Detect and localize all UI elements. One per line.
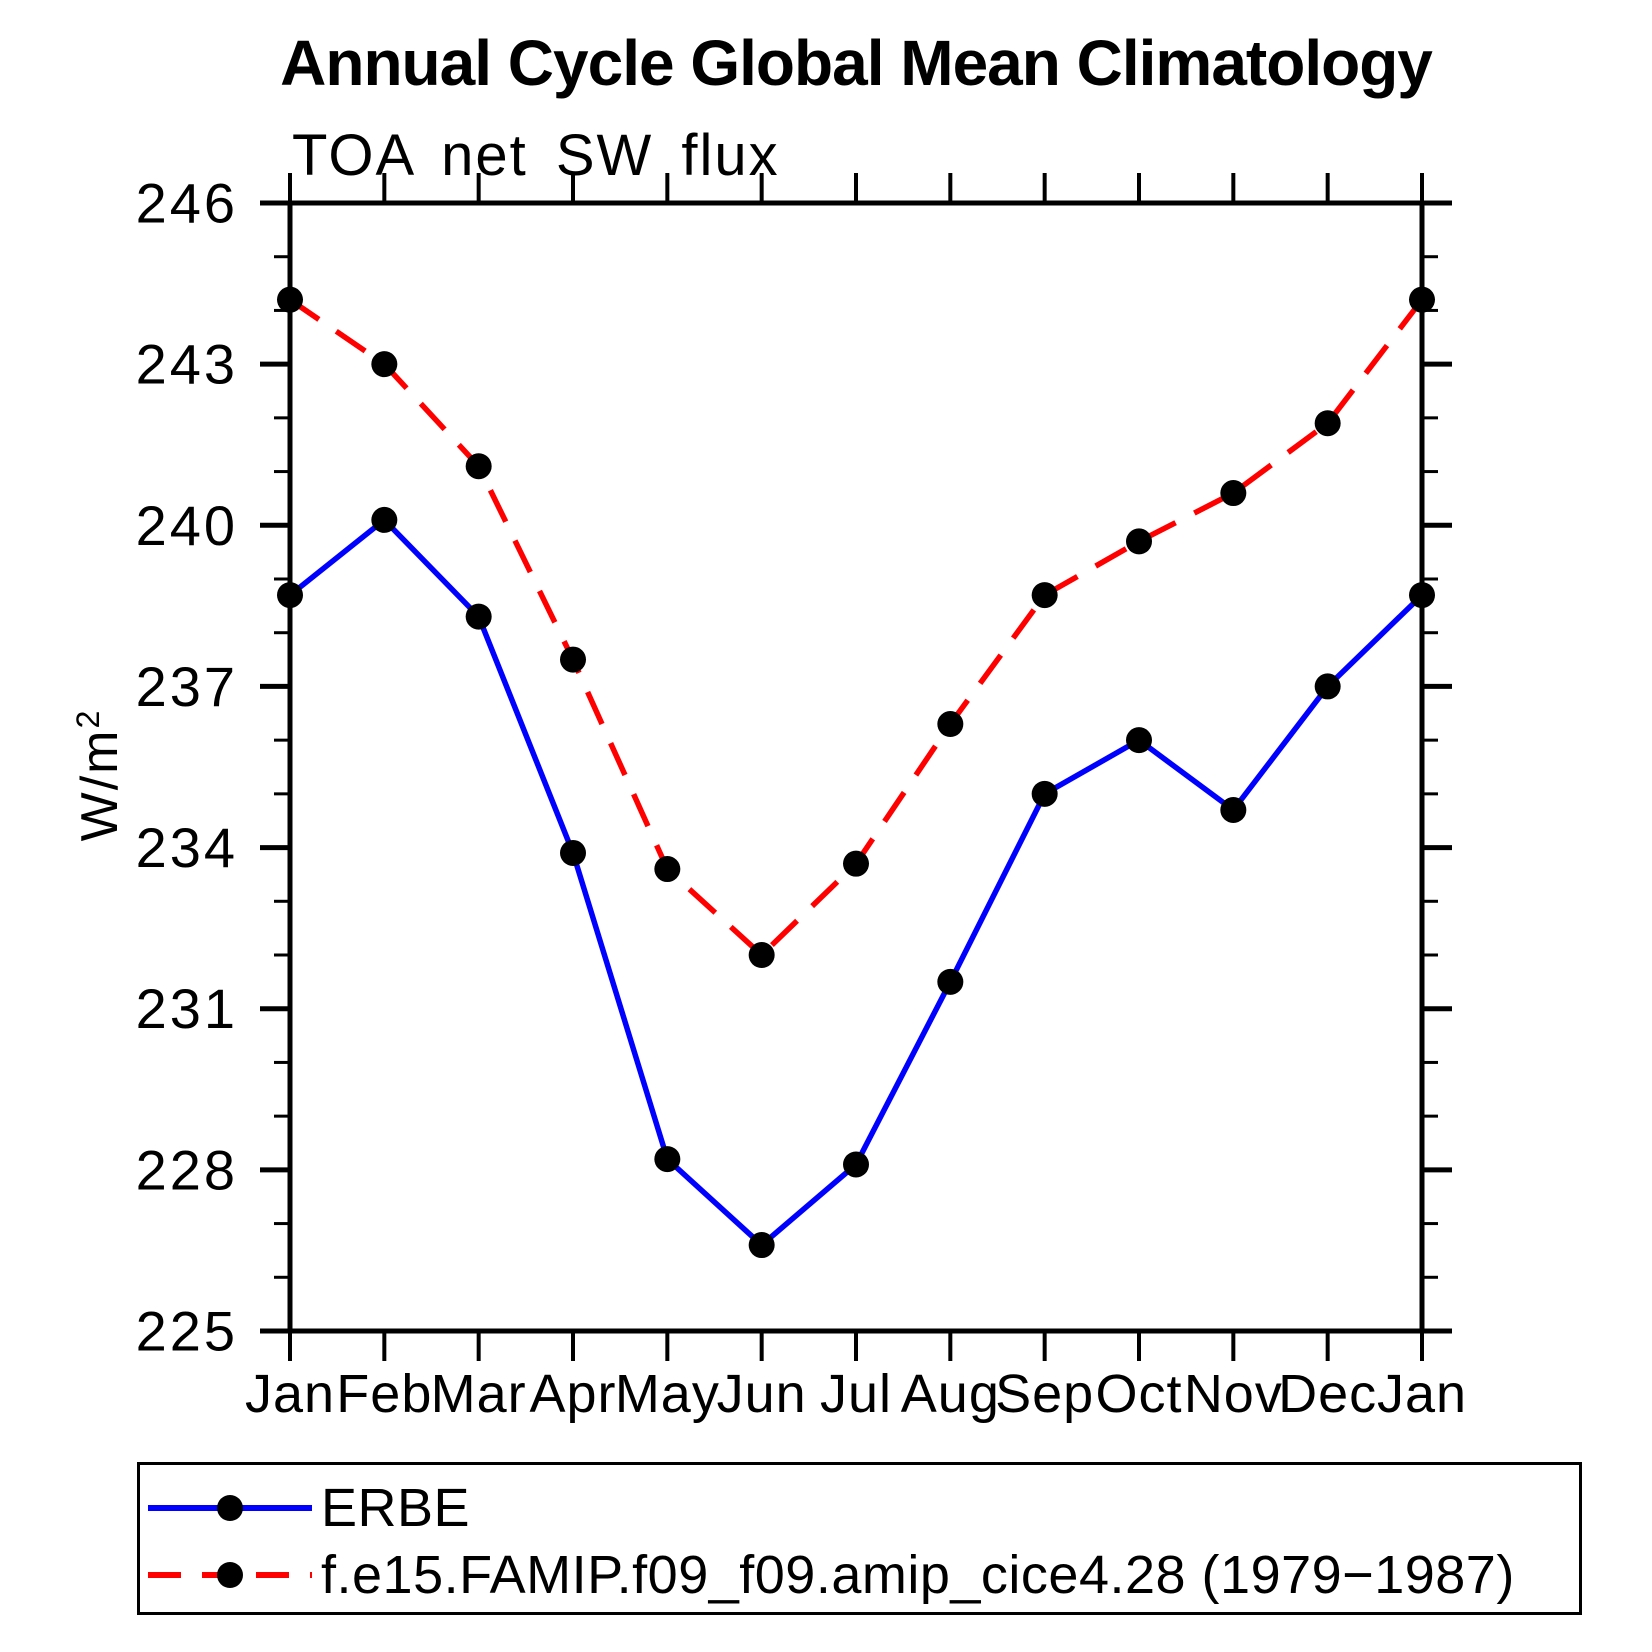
x-tick-label: Aug [901, 1364, 1000, 1424]
y-tick-label: 231 [136, 977, 238, 1040]
data-point-marker [371, 506, 398, 533]
x-tick-label: Jan [245, 1364, 335, 1424]
data-point-marker [1314, 673, 1341, 700]
data-point-marker [1031, 780, 1058, 807]
data-point-marker [465, 603, 492, 630]
legend-sample-model [148, 1562, 312, 1588]
data-point-marker [654, 1146, 681, 1173]
series-line-erbe [288, 516, 1424, 1249]
y-tick-label: 243 [136, 333, 238, 396]
x-tick-label: Apr [529, 1364, 616, 1424]
x-tick-label: Jun [717, 1364, 807, 1424]
data-point-marker [843, 850, 869, 877]
data-point-marker [1031, 582, 1058, 609]
legend-label-model: f.e15.FAMIP.f09_f09.amip_cice4.28 (1979−… [321, 1545, 1515, 1605]
legend-marker-dot [217, 1495, 243, 1521]
data-point-marker [1409, 582, 1435, 609]
legend-marker-dot [217, 1562, 243, 1588]
x-tick-label: Feb [336, 1364, 432, 1424]
chart-subtitle: TOA net SW flux [292, 123, 780, 188]
y-tick-label: 228 [136, 1138, 238, 1201]
data-point-marker [560, 646, 586, 673]
data-point-marker [1409, 286, 1435, 313]
data-point-marker [1314, 410, 1341, 437]
legend-sample-erbe [148, 1495, 312, 1521]
x-tick-label: Dec [1278, 1364, 1377, 1424]
x-tick-label: Jan [1377, 1364, 1467, 1424]
x-tick-label: May [615, 1364, 720, 1424]
y-tick-label: 225 [136, 1300, 238, 1363]
data-point-marker [1220, 796, 1247, 823]
y-tick-label: 240 [136, 494, 238, 557]
data-point-marker [748, 1232, 775, 1259]
x-tick-label: Oct [1095, 1364, 1182, 1424]
data-point-marker [1126, 727, 1152, 754]
data-point-marker [277, 582, 303, 609]
data-point-marker [843, 1151, 869, 1178]
data-point-marker [937, 711, 964, 738]
x-tick-label: Nov [1184, 1364, 1283, 1424]
page-title: Annual Cycle Global Mean Climatology [280, 27, 1433, 99]
y-tick-label: 246 [136, 172, 238, 235]
data-point-marker [1220, 480, 1247, 507]
data-point-marker [748, 942, 775, 968]
data-point-marker [654, 856, 681, 883]
x-tick-label: Mar [431, 1364, 527, 1424]
data-point-marker [1126, 528, 1152, 555]
x-tick-label: Jul [820, 1364, 892, 1424]
data-point-marker [937, 968, 964, 995]
legend-label-erbe: ERBE [321, 1478, 471, 1538]
x-tick-label: Sep [995, 1364, 1094, 1424]
data-point-marker [465, 453, 492, 480]
data-point-marker [277, 286, 303, 313]
legend: ERBE f.e15.FAMIP.f09_f09.amip_cice4.28 (… [137, 1462, 1582, 1615]
y-tick-label: 234 [136, 816, 238, 879]
data-point-marker [371, 351, 398, 378]
data-point-marker [560, 839, 586, 866]
plot-frame [287, 200, 1425, 1334]
y-tick-label: 237 [136, 655, 238, 718]
